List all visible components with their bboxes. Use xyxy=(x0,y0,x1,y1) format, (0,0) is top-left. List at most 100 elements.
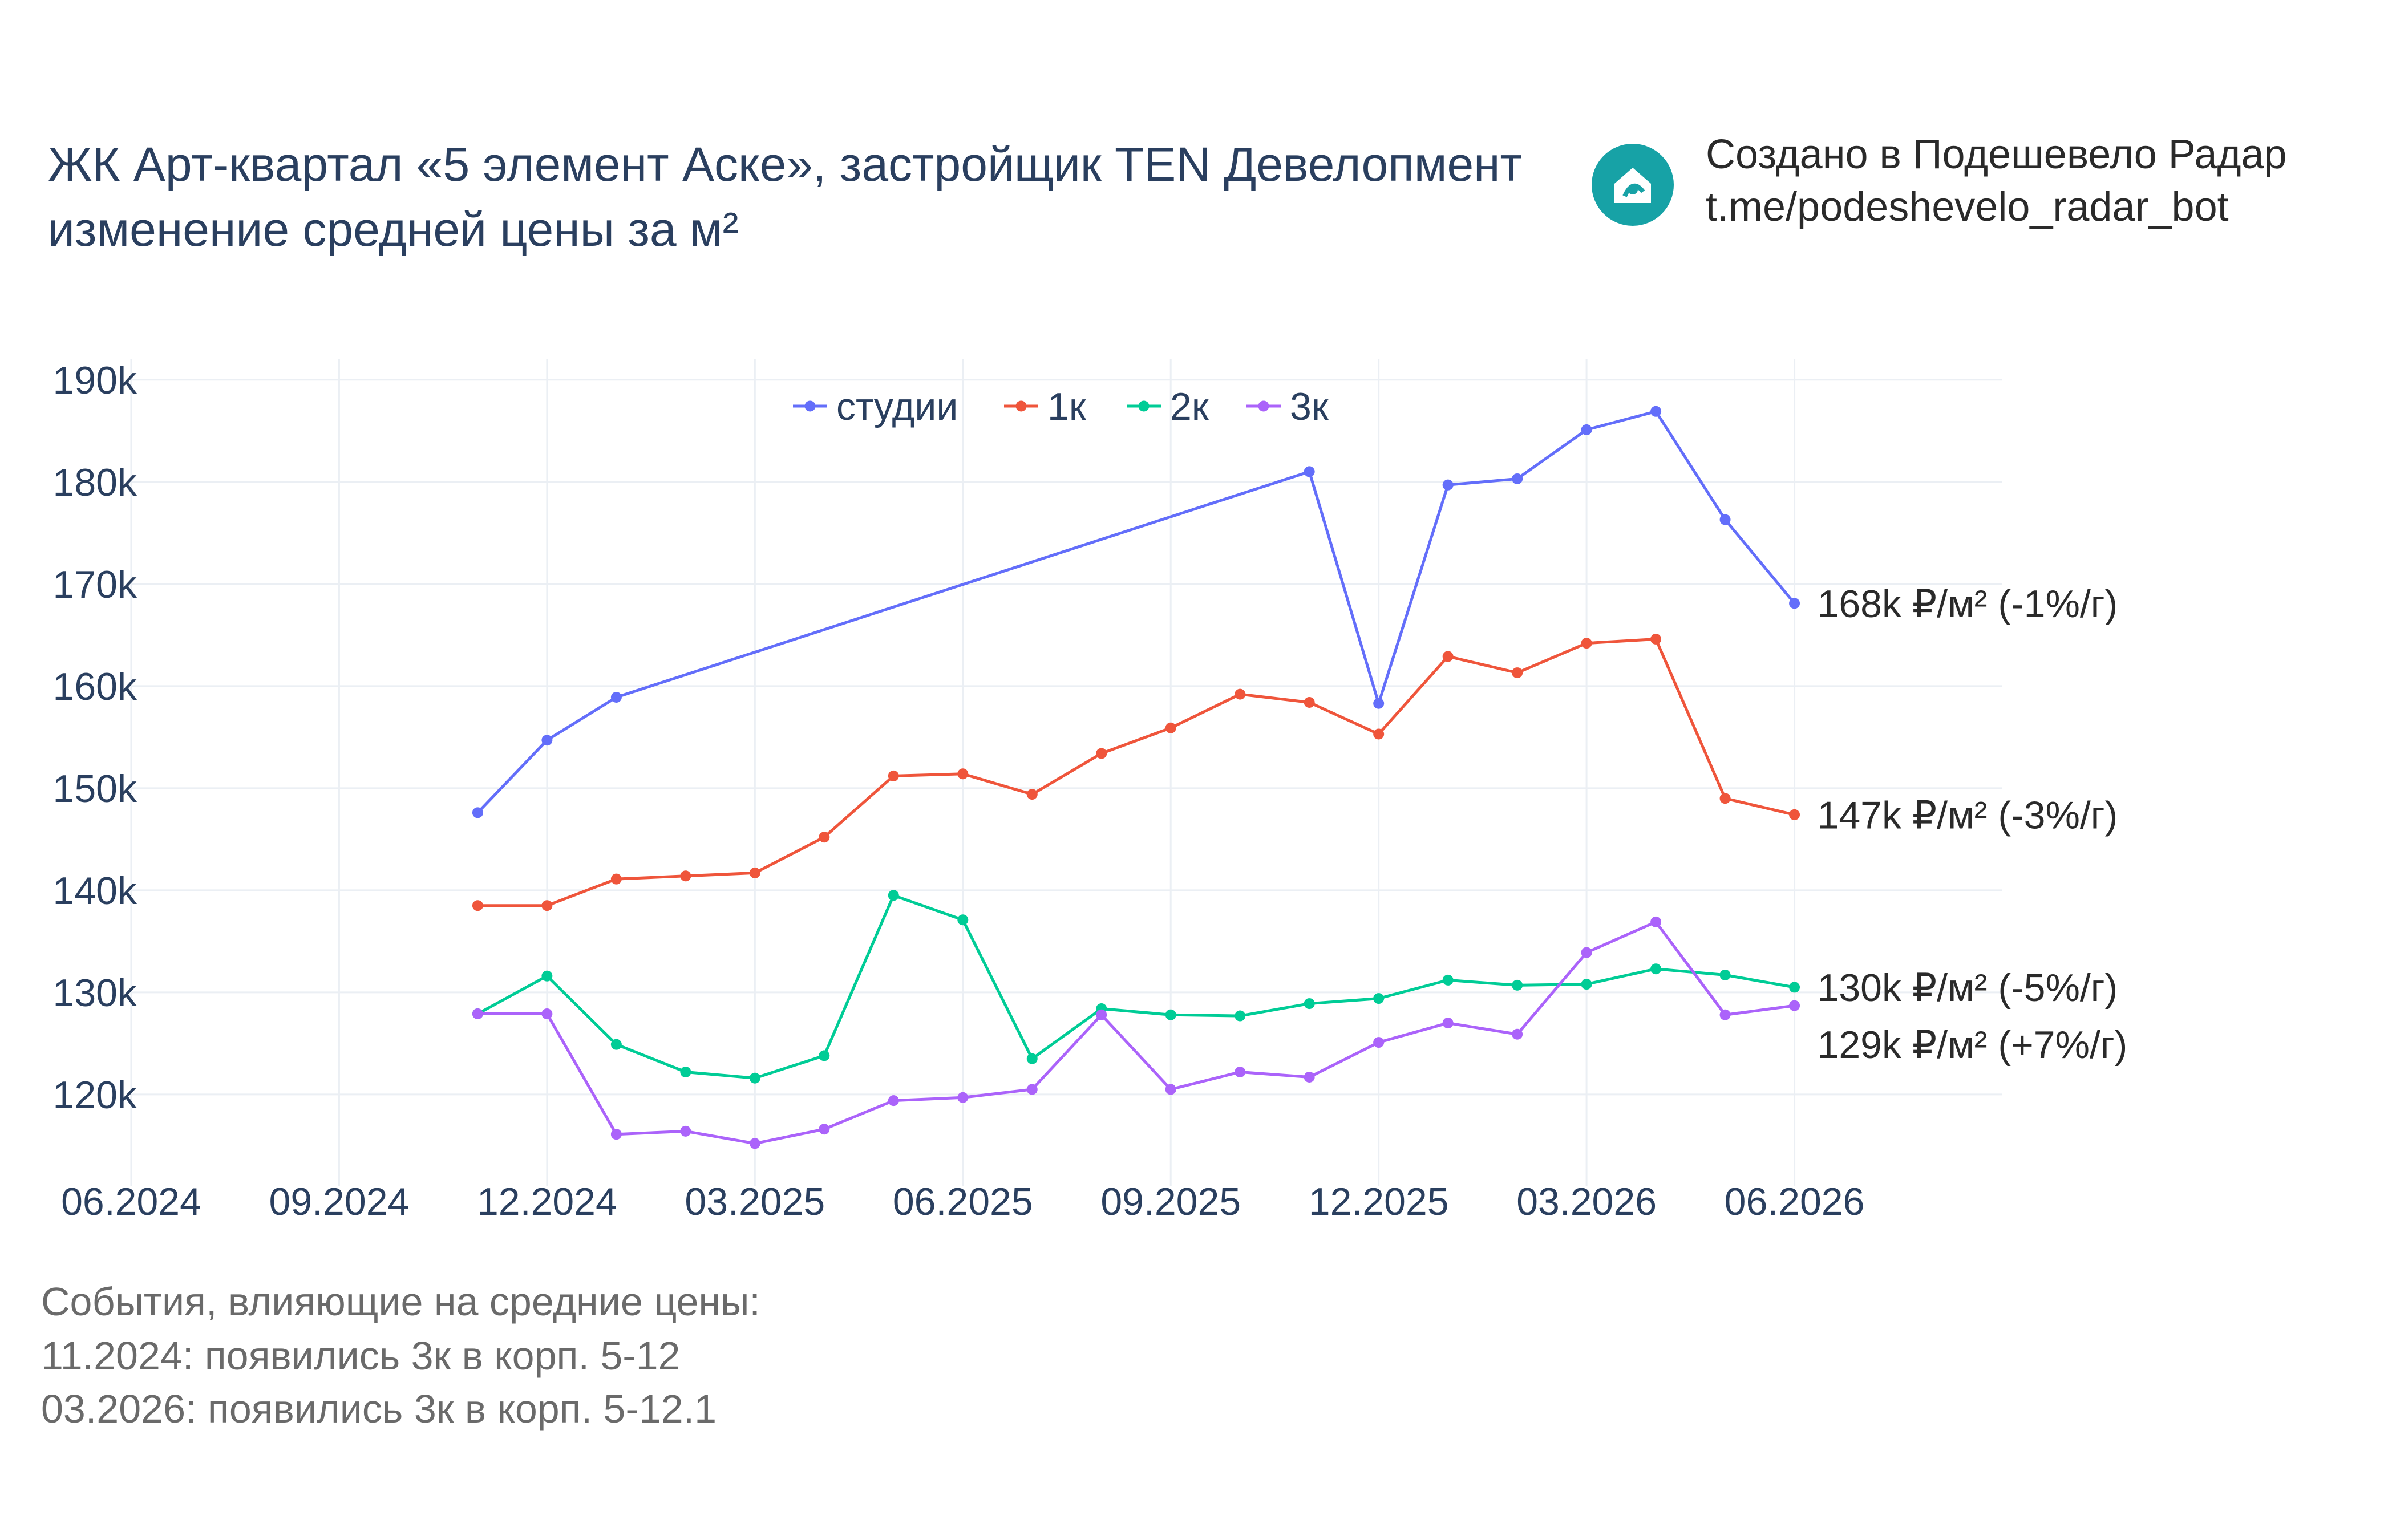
data-point xyxy=(1581,979,1592,990)
data-point xyxy=(888,1095,899,1107)
data-point xyxy=(541,735,553,746)
event-item: 11.2024: появились 3к в корп. 5-12 xyxy=(41,1334,681,1378)
series-end-label: 130k ₽/м² (-5%/г) xyxy=(1818,966,2118,1010)
y-tick-label: 130k xyxy=(53,971,137,1015)
legend-swatch-marker xyxy=(804,400,816,412)
x-tick-label: 03.2026 xyxy=(1516,1180,1657,1223)
y-tick-label: 150k xyxy=(53,767,137,810)
legend-swatch-marker xyxy=(1015,400,1027,412)
data-point xyxy=(541,900,553,911)
data-point xyxy=(1304,696,1315,708)
x-tick-label: 06.2025 xyxy=(893,1180,1033,1223)
data-point xyxy=(888,890,899,901)
data-point xyxy=(610,692,622,703)
data-point xyxy=(680,1125,691,1137)
data-point xyxy=(957,914,969,926)
data-point xyxy=(1512,979,1523,991)
chart-title-line-2: изменение средней цены за м² xyxy=(48,202,739,256)
chart-title-line-1: ЖК Арт-квартал «5 элемент Аске», застрой… xyxy=(48,137,1523,191)
series-line xyxy=(476,410,1796,814)
data-point xyxy=(1165,722,1176,733)
series-end-label: 168k ₽/м² (-1%/г) xyxy=(1818,582,2118,626)
data-point xyxy=(1165,1009,1176,1020)
data-point xyxy=(1442,974,1454,986)
data-point xyxy=(749,1072,760,1084)
x-tick-label: 03.2025 xyxy=(685,1180,825,1223)
data-point xyxy=(1373,728,1385,740)
data-point xyxy=(1650,633,1662,645)
data-point xyxy=(1719,514,1731,525)
data-point xyxy=(1581,638,1592,649)
y-tick-label: 120k xyxy=(53,1073,137,1117)
data-point xyxy=(472,807,483,818)
data-point xyxy=(1235,1067,1246,1078)
chart-series xyxy=(472,406,1800,1149)
data-point xyxy=(1581,947,1592,958)
data-point xyxy=(1512,473,1523,484)
x-tick-label: 06.2026 xyxy=(1725,1180,1865,1223)
y-tick-label: 160k xyxy=(53,665,137,708)
series-line xyxy=(477,920,1795,1145)
legend-item-label[interactable]: 1к xyxy=(1047,385,1087,428)
chart-legend[interactable]: студии 1к 2к 3к xyxy=(793,385,1329,428)
credit-link[interactable]: t.me/podeshevelo_radar_bot xyxy=(1706,184,2229,230)
house-logo-icon xyxy=(1592,144,1674,226)
series-line xyxy=(477,637,1795,907)
data-point xyxy=(472,1008,483,1019)
data-point xyxy=(1789,982,1800,993)
data-point xyxy=(1026,1053,1038,1064)
data-point xyxy=(1373,993,1385,1004)
data-point xyxy=(1235,1010,1246,1022)
data-point xyxy=(1304,466,1315,477)
data-point xyxy=(1442,651,1454,662)
data-point xyxy=(1581,424,1592,436)
data-point xyxy=(1789,598,1800,609)
data-point xyxy=(610,1129,622,1140)
data-point xyxy=(1096,748,1107,759)
end-labels: 168k ₽/м² (-1%/г) 147k ₽/м² (-3%/г) 130k ₽… xyxy=(1818,582,2128,1067)
series-end-label: 129k ₽/м² (+7%/г) xyxy=(1818,1023,2128,1067)
data-point xyxy=(1650,963,1662,975)
data-point xyxy=(680,1067,691,1078)
data-point xyxy=(1026,1084,1038,1095)
data-point xyxy=(1719,1009,1731,1020)
data-point xyxy=(819,832,830,843)
data-point xyxy=(1650,406,1662,417)
data-point xyxy=(1373,698,1385,709)
x-tick-label: 09.2024 xyxy=(269,1180,410,1223)
data-point xyxy=(957,1092,969,1103)
data-point xyxy=(1719,793,1731,804)
data-point xyxy=(1650,916,1662,927)
data-point xyxy=(1789,1000,1800,1011)
x-tick-label: 12.2025 xyxy=(1309,1180,1449,1223)
legend-swatch-marker xyxy=(1138,400,1150,412)
data-point xyxy=(957,768,969,780)
data-point xyxy=(472,900,483,911)
data-point xyxy=(819,1124,830,1135)
data-point xyxy=(888,770,899,781)
data-point xyxy=(1789,809,1800,820)
data-point xyxy=(610,873,622,885)
data-point xyxy=(1442,479,1454,491)
data-point xyxy=(1512,667,1523,679)
x-axis: 06.2024 09.2024 12.2024 03.2025 06.2025 09.20… xyxy=(61,1180,1864,1223)
y-axis: 120k 130k 140k 150k 160k 170k 180k 190k xyxy=(53,359,137,1117)
data-point xyxy=(1165,1084,1176,1095)
series-end-label: 147k ₽/м² (-3%/г) xyxy=(1818,793,2118,837)
event-item: 03.2026: появились 3к в корп. 5-12.1 xyxy=(41,1387,717,1431)
data-point xyxy=(1442,1018,1454,1029)
legend-item-label[interactable]: студии xyxy=(836,385,958,428)
data-point xyxy=(1512,1028,1523,1040)
y-tick-label: 190k xyxy=(53,359,137,402)
data-point xyxy=(1026,789,1038,800)
credit-line-1: Создано в Подешевело Радар xyxy=(1706,132,2287,177)
data-point xyxy=(1304,1071,1315,1083)
data-point xyxy=(1096,1009,1107,1020)
y-tick-label: 180k xyxy=(53,461,137,504)
legend-item-label[interactable]: 3к xyxy=(1290,385,1329,428)
legend-item-label[interactable]: 2к xyxy=(1170,385,1209,428)
data-point xyxy=(610,1039,622,1050)
data-point xyxy=(1304,998,1315,1010)
